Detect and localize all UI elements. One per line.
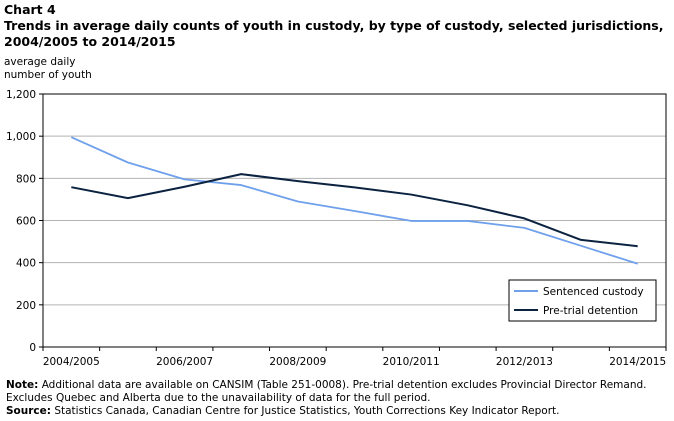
- legend-box: [508, 279, 657, 322]
- y-tick-label: 1,200: [6, 89, 36, 101]
- source: Source: Statistics Canada, Canadian Cent…: [6, 405, 670, 418]
- legend-label: Pre-trial detention: [543, 305, 638, 317]
- y-tick-label: 0: [29, 342, 36, 354]
- series-line-1: [70, 136, 638, 265]
- legend: Sentenced custody Pre-trial detention: [508, 279, 657, 322]
- note-label: Note:: [6, 379, 39, 391]
- x-tick-label: 2004/2005: [43, 356, 100, 368]
- series-lines: [70, 136, 638, 265]
- legend-label: Sentenced custody: [543, 286, 644, 298]
- x-tick-label: 2010/2011: [383, 356, 440, 368]
- x-tick-label: 2006/2007: [156, 356, 213, 368]
- y-tick-label: 200: [16, 300, 36, 312]
- x-axis-ticks: 2004/2005 2006/2007 2008/2009 2010/2011 2012…: [42, 347, 667, 368]
- y-axis-ticks: 0 200 400 600 800 1,000 1,200: [6, 89, 43, 354]
- y-tick-label: 800: [16, 173, 36, 185]
- note-text: Additional data are available on CANSIM …: [6, 379, 647, 404]
- y-tick-label: 600: [16, 216, 36, 228]
- x-tick-label: 2014/2015: [609, 356, 666, 368]
- note: Note: Additional data are available on C…: [6, 379, 670, 405]
- chart-notes: Note: Additional data are available on C…: [6, 379, 670, 418]
- x-tick-label: 2008/2009: [269, 356, 326, 368]
- source-label: Source:: [6, 405, 51, 417]
- chart-number-label: Chart 4: [4, 2, 56, 17]
- x-tick-label: 2012/2013: [496, 356, 553, 368]
- series-line-2: [71, 173, 638, 248]
- chart-title: Trends in average daily counts of youth …: [4, 18, 664, 49]
- y-axis-label: average daily number of youth: [4, 56, 92, 81]
- y-tick-label: 400: [16, 258, 36, 270]
- source-text: Statistics Canada, Canadian Centre for J…: [54, 405, 560, 417]
- y-tick-label: 1,000: [6, 131, 36, 143]
